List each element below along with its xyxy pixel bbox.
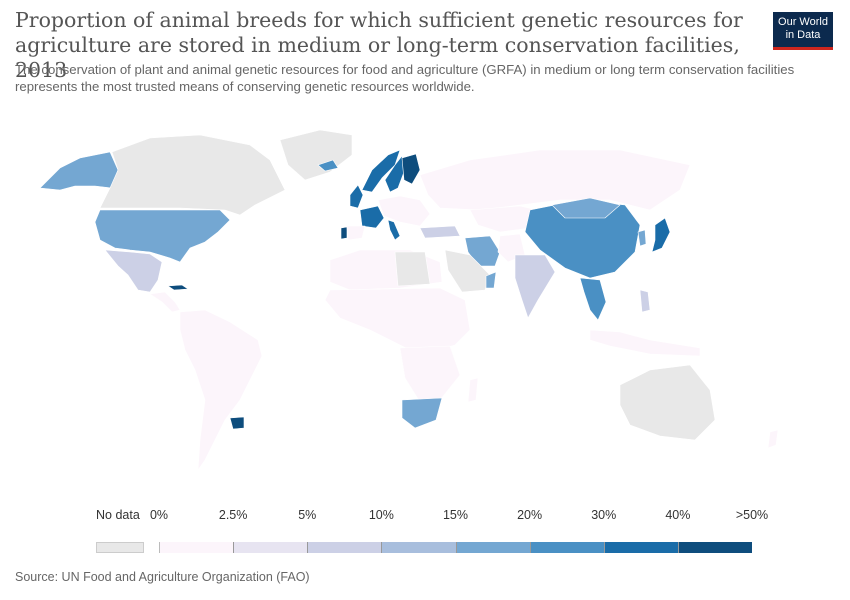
region-russia [419,149,691,211]
region-indonesia [589,329,701,357]
legend-swatch [307,542,382,553]
region-india [514,254,556,319]
legend-swatch [455,542,530,553]
chart-title: Proportion of animal breeds for which su… [15,8,743,82]
legend-tick-label: 20% [517,508,543,522]
region-madagascar [467,377,479,403]
legend-tick-label: 2.5% [218,508,248,522]
legend-tick-label: 0% [149,508,169,522]
logo-text-line1: Our World [778,16,828,28]
region-united-kingdom [349,184,364,209]
region-south-africa [401,397,443,429]
region-southern-africa [399,345,461,403]
region-france [359,205,385,229]
legend-nodata-label: No data [96,508,140,522]
owid-logo[interactable]: Our World in Data [773,12,833,50]
region-new-zealand [767,429,779,449]
legend-tick-label: 10% [368,508,394,522]
logo-text-line2: in Data [785,29,821,41]
region-australia [619,364,716,441]
region-oman [485,271,497,289]
legend-tick-label: 30% [591,508,617,522]
region-cuba [167,284,189,291]
world-map [39,129,779,471]
legend-swatch [529,542,604,553]
region-mexico [104,249,163,293]
legend-tick-label-end: >50% [735,508,769,522]
region-italy [387,219,401,241]
region-canada [99,134,286,216]
region-turkey [419,225,461,239]
region-norway [361,149,401,193]
region-southeast-asia [579,277,607,321]
region-spain [346,225,366,241]
region-central-europe [377,195,431,227]
legend-swatch [603,542,678,553]
legend-tick-label: 15% [442,508,469,522]
legend-swatch [159,542,234,553]
region-libya [394,251,431,287]
region-korea [637,229,647,247]
region-alaska [39,151,119,191]
region-uruguay [229,416,245,430]
source-note: Source: UN Food and Agriculture Organiza… [15,570,310,584]
region-iceland [317,159,339,172]
region-united-states [94,209,231,263]
region-philippines [639,289,651,313]
chart-subtitle: The conservation of plant and animal gen… [15,62,795,94]
legend-swatch [381,542,456,553]
region-japan [651,217,671,253]
region-arabian-peninsula [444,249,491,293]
region-portugal [340,226,348,240]
region-mongolia [551,197,621,219]
legend-tick-label: 40% [665,508,691,522]
region-central-east-africa [324,287,471,356]
legend: No data 0% 2.5% 5% 10% 15% 20% 30% 40% >50% [0,508,850,558]
legend-nodata-swatch [96,542,144,553]
legend-swatch [233,542,308,553]
legend-tick-label: 5% [298,508,317,522]
region-central-america [149,291,181,313]
region-greenland [279,129,353,181]
legend-swatch [677,542,752,553]
region-south-america [179,309,263,471]
region-finland [401,153,421,185]
